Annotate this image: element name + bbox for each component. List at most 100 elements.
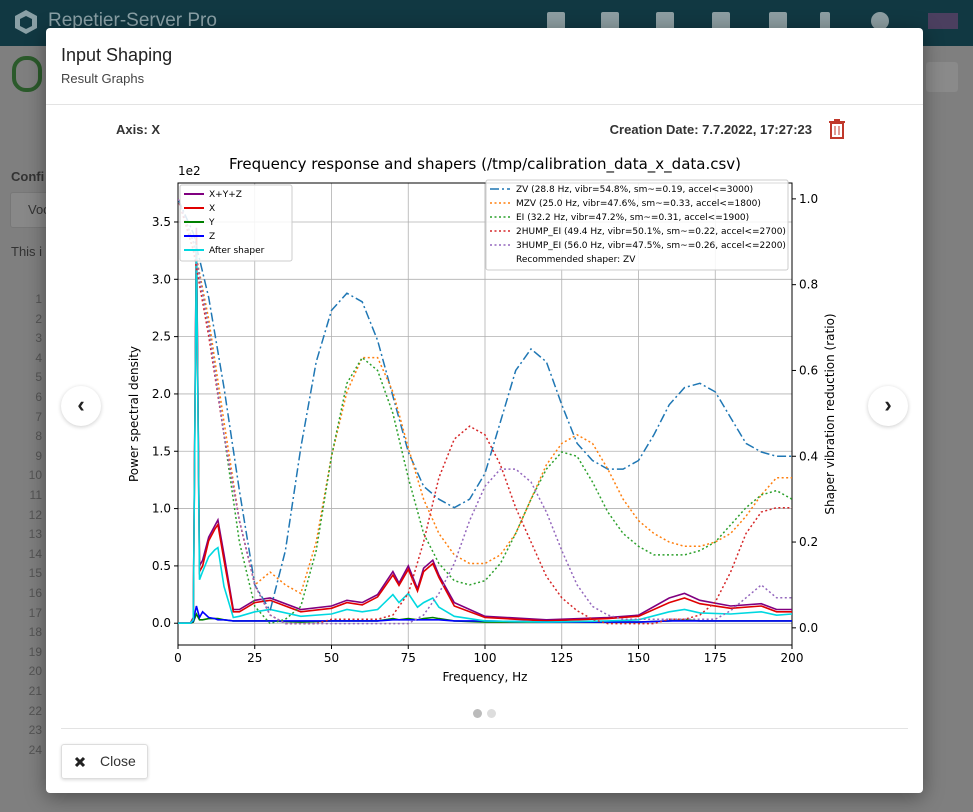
bg-select-text: Voc [28, 202, 50, 217]
page-dot[interactable] [473, 709, 482, 718]
y-tick-label: 0.0 [152, 616, 171, 630]
y2-tick-label: 0.6 [799, 363, 818, 377]
bg-line-number: 8 [35, 429, 42, 444]
bg-line-number: 4 [35, 350, 42, 365]
legend-label: After shaper [209, 246, 265, 256]
bg-config-label: Confi [11, 169, 45, 184]
y-tick-label: 3.5 [152, 215, 171, 229]
bg-line-number: 6 [35, 390, 42, 404]
y2-tick-label: 0.2 [799, 535, 818, 549]
y2-tick-label: 0.8 [799, 278, 818, 292]
prev-button[interactable]: ‹ [61, 386, 101, 426]
nav-settings[interactable] [871, 12, 889, 30]
legend-label: MZV (25.0 Hz, vibr=47.6%, sm~=0.33, acce… [516, 199, 761, 209]
legend-box [179, 184, 293, 262]
legend-box [485, 179, 789, 271]
bg-line-number: 15 [28, 566, 42, 581]
bg-line-number: 19 [28, 644, 42, 659]
bg-info-text: This i [11, 244, 43, 259]
series-line [178, 227, 792, 624]
y-tick-label: 1.0 [152, 502, 171, 516]
bg-line-number: 21 [28, 684, 42, 698]
nav-archive[interactable] [601, 12, 619, 30]
y-tick-label: 3.0 [152, 272, 171, 286]
bg-line-number: 1 [35, 292, 42, 306]
modal-subtitle: Result Graphs [61, 71, 145, 86]
bg-line-number: 10 [28, 468, 42, 483]
series-line [178, 198, 792, 613]
bg-menu-button [926, 62, 958, 92]
legend-label: 3HUMP_EI (56.0 Hz, vibr=47.5%, sm~=0.26,… [516, 241, 786, 251]
x-tick-label: 100 [474, 651, 497, 665]
bg-line-number: 9 [35, 448, 42, 463]
nav-language[interactable] [928, 13, 958, 29]
nav-home[interactable] [547, 12, 565, 30]
modal-title: Input Shaping [61, 45, 173, 65]
bg-logo [12, 56, 42, 92]
axis-label: Axis: X [116, 122, 161, 137]
y2-tick-label: 0.0 [799, 621, 818, 635]
bg-line-number: 3 [35, 331, 42, 346]
y2-tick-label: 0.4 [799, 449, 818, 463]
y-tick-label: 2.5 [152, 330, 171, 344]
nav-bookmark[interactable] [656, 12, 674, 30]
legend-label: Z [209, 232, 215, 242]
bg-line-number: 24 [28, 742, 42, 757]
bg-line-number: 14 [28, 546, 42, 561]
app-title: Repetier-Server Pro [48, 10, 217, 31]
bg-line-number: 23 [28, 723, 42, 738]
plot-frame [177, 182, 793, 646]
nav-power[interactable] [820, 12, 830, 30]
legend-label: ZV (28.8 Hz, vibr=54.8%, sm~=0.19, accel… [516, 185, 753, 195]
legend-annotation: Recommended shaper: ZV [516, 255, 636, 265]
bg-select [10, 192, 52, 228]
x-tick-label: 150 [627, 651, 650, 665]
page-dot[interactable] [487, 709, 496, 718]
x-axis-label: Frequency, Hz [443, 670, 528, 684]
y-tick-label: 1.5 [152, 444, 171, 458]
y2-axis-label: Shaper vibration reduction (ratio) [823, 313, 837, 514]
delete-button[interactable] [827, 118, 847, 140]
bg-line-number: 11 [29, 488, 42, 502]
bg-line-number: 2 [35, 311, 42, 326]
y-offset-text: 1e2 [178, 164, 201, 178]
divider [46, 104, 923, 105]
divider [61, 728, 908, 729]
series-line [178, 605, 792, 624]
x-tick-label: 75 [401, 651, 416, 665]
chart-title: Frequency response and shapers (/tmp/cal… [229, 155, 741, 174]
legend-label: EI (32.2 Hz, vibr=47.2%, sm~=0.31, accel… [516, 213, 749, 223]
legend-label: X+Y+Z [209, 190, 242, 200]
y-axis-label: Power spectral density [127, 346, 141, 482]
bg-line-number: 18 [28, 625, 42, 640]
series-line [178, 233, 792, 624]
bg-line-number: 12 [28, 507, 42, 522]
x-tick-label: 175 [704, 651, 727, 665]
bg-line-number: 22 [28, 703, 42, 718]
bg-line-number: 7 [35, 409, 42, 424]
close-label: Close [100, 753, 136, 769]
close-icon [74, 756, 86, 768]
nav-mail[interactable] [712, 12, 730, 30]
series-line [178, 198, 792, 625]
chart: Frequency response and shapers (/tmp/cal… [127, 155, 837, 684]
x-tick-label: 0 [174, 651, 182, 665]
x-tick-label: 25 [247, 651, 262, 665]
bg-line-number: 13 [28, 527, 42, 542]
series-line [178, 198, 792, 625]
app-logo [15, 10, 37, 34]
x-tick-label: 50 [324, 651, 339, 665]
creation-date: Creation Date: 7.7.2022, 17:27:23 [609, 122, 812, 137]
nav-fullscreen[interactable] [769, 12, 787, 30]
bg-line-number: 20 [28, 664, 42, 679]
y-tick-label: 0.5 [152, 559, 171, 573]
chart-image: Frequency response and shapers (/tmp/cal… [116, 145, 853, 697]
y-tick-label: 2.0 [152, 387, 171, 401]
series-line [178, 244, 792, 624]
bg-line-number: 5 [35, 370, 42, 385]
x-tick-label: 125 [550, 651, 573, 665]
next-button[interactable]: › [868, 386, 908, 426]
close-button[interactable]: Close [61, 744, 148, 779]
legend-label: X [209, 204, 215, 214]
